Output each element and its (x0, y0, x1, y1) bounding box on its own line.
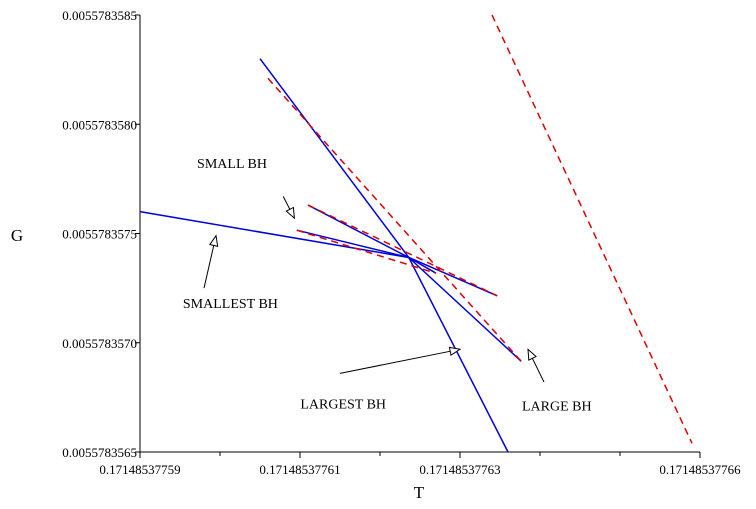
annotation-label: SMALLEST BH (183, 297, 278, 312)
annotation-label: LARGE BH (522, 399, 592, 414)
series-line-solid-4 (296, 229, 522, 362)
series-line-dashed-1 (296, 229, 437, 274)
series-layer (139, 14, 693, 453)
y-axis-title: G (11, 226, 23, 245)
y-tick-label: 0.0055783585 (62, 8, 137, 23)
annotation-label: LARGEST BH (300, 397, 386, 412)
y-tick-label: 0.0055783565 (62, 445, 137, 460)
annotation-layer: SMALL BH SMALLEST BH LARGEST BH LARGE BH (183, 157, 592, 415)
x-tick-label: 0.17148537766 (659, 462, 741, 477)
x-tick-label: 0.17148537761 (259, 462, 340, 477)
series-line-solid-1 (139, 210, 437, 274)
y-tick-label: 0.0055783575 (62, 227, 137, 242)
annotation-arrow (528, 349, 545, 383)
x-tick-label: 0.17148537759 (99, 462, 180, 477)
series-line-dashed-2 (307, 204, 498, 297)
x-tick-label: 0.17148537763 (419, 462, 500, 477)
series-line-dashed-3 (267, 77, 522, 362)
annotation-arrow (203, 236, 216, 289)
series-line-dashed-4 (491, 14, 693, 444)
x-axis-title: T (414, 483, 425, 502)
annotation-label: SMALL BH (197, 157, 267, 172)
series-line-solid-2 (259, 58, 509, 453)
y-tick-label: 0.0055783570 (62, 336, 137, 351)
annotation-arrow (339, 349, 460, 374)
axes: 0.0055783565 0.0055783570 0.0055783575 0.00… (62, 8, 741, 477)
annotation-arrow (282, 196, 294, 218)
y-tick-label: 0.0055783580 (62, 117, 137, 132)
